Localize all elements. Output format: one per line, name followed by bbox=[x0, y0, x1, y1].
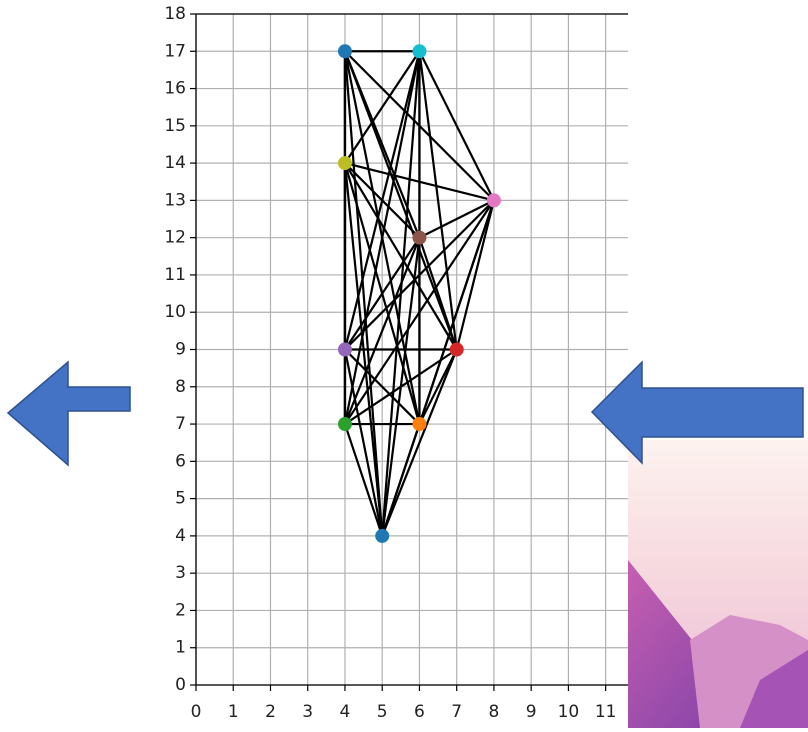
y-tick-label: 7 bbox=[175, 414, 186, 434]
edge bbox=[418, 199, 495, 239]
x-tick-label: 7 bbox=[451, 702, 462, 722]
point bbox=[337, 342, 352, 357]
y-tick-label: 2 bbox=[175, 600, 186, 620]
edge bbox=[381, 349, 458, 537]
x-tick-label: 10 bbox=[558, 702, 580, 722]
x-tick-label: 2 bbox=[265, 702, 276, 722]
edge bbox=[344, 237, 421, 351]
y-tick-label: 3 bbox=[175, 563, 186, 583]
right-arrow bbox=[590, 360, 804, 465]
edge bbox=[418, 51, 458, 350]
edge bbox=[343, 50, 458, 350]
x-tick-label: 8 bbox=[489, 702, 500, 722]
x-tick-label: 4 bbox=[340, 702, 351, 722]
x-tick-label: 11 bbox=[595, 702, 617, 722]
y-tick-label: 13 bbox=[164, 190, 186, 210]
left-arrow bbox=[6, 360, 131, 467]
x-tick-label: 1 bbox=[228, 702, 239, 722]
point bbox=[412, 230, 427, 245]
data bbox=[337, 44, 501, 543]
point bbox=[337, 44, 352, 59]
y-tick-label: 12 bbox=[164, 228, 186, 248]
x-tick-label: 6 bbox=[414, 702, 425, 722]
edge bbox=[455, 200, 495, 350]
y-tick-label: 11 bbox=[164, 265, 186, 285]
y-tick-label: 16 bbox=[164, 79, 186, 99]
edge bbox=[418, 349, 458, 425]
edge bbox=[381, 423, 421, 537]
edge bbox=[343, 423, 384, 537]
point bbox=[337, 156, 352, 171]
y-tick-label: 1 bbox=[175, 638, 186, 658]
x-tick-label: 0 bbox=[191, 702, 202, 722]
edge bbox=[344, 162, 458, 351]
edge bbox=[418, 50, 495, 201]
y-tick-label: 5 bbox=[175, 489, 186, 509]
edge bbox=[344, 162, 421, 239]
y-tick-label: 9 bbox=[175, 340, 186, 360]
y-tick-label: 4 bbox=[175, 526, 186, 546]
point bbox=[486, 193, 501, 208]
x-tick-label: 9 bbox=[526, 702, 537, 722]
edge bbox=[344, 348, 421, 425]
wallpaper bbox=[628, 440, 808, 728]
y-tick-label: 6 bbox=[175, 451, 186, 471]
edge bbox=[344, 50, 421, 164]
y-tick-label: 0 bbox=[175, 675, 186, 695]
grid bbox=[195, 13, 628, 686]
edge bbox=[418, 237, 458, 350]
edge bbox=[344, 348, 458, 425]
edge bbox=[343, 51, 384, 536]
y-tick-label: 17 bbox=[164, 41, 186, 61]
y-tick-label: 10 bbox=[164, 302, 186, 322]
point bbox=[449, 342, 464, 357]
edge bbox=[343, 349, 384, 537]
x-tick-label: 3 bbox=[302, 702, 313, 722]
edge bbox=[344, 162, 495, 202]
point bbox=[375, 528, 390, 543]
point bbox=[337, 417, 352, 432]
edge bbox=[343, 237, 421, 425]
point bbox=[412, 417, 427, 432]
x-tick-label: 5 bbox=[377, 702, 388, 722]
y-tick-label: 8 bbox=[175, 377, 186, 397]
point bbox=[412, 44, 427, 59]
y-tick-label: 14 bbox=[164, 153, 186, 173]
y-tick-label: 15 bbox=[164, 116, 186, 136]
y-tick-label: 18 bbox=[164, 4, 186, 24]
